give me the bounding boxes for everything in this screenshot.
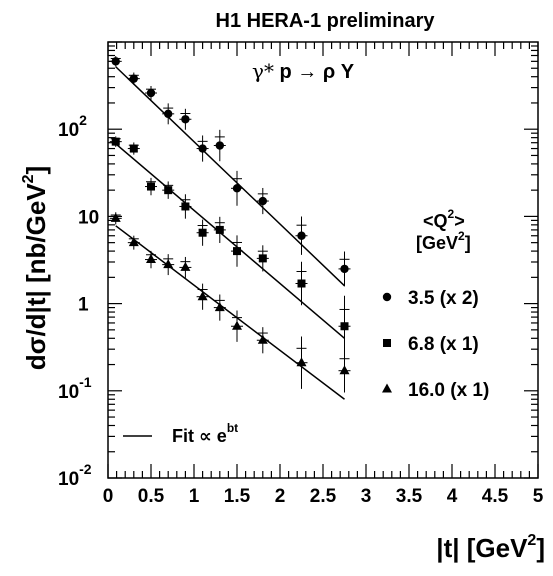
x-tick-label: 5	[533, 486, 544, 507]
data-point-triangle	[128, 237, 139, 247]
legend-marker-circle	[382, 292, 392, 302]
legend-header-units: [GeV2]	[416, 229, 471, 253]
data-point-triangle	[110, 212, 121, 222]
data-point-circle	[258, 196, 267, 206]
legend-header-q2: <Q2>	[423, 207, 465, 231]
y-tick-label: 10-2	[58, 461, 92, 490]
y-axis-label: dσ/d|t| [nb/GeV2]	[20, 166, 51, 370]
x-tick-label: 0.5	[138, 486, 165, 507]
x-tick-label: 4	[447, 486, 458, 507]
x-tick-label: 1	[189, 486, 200, 507]
legend-entry-label: 3.5 (x 2)	[408, 288, 479, 309]
data-point-square	[164, 186, 173, 195]
data-point-square	[215, 225, 224, 234]
x-axis-label-sup: 2	[527, 532, 536, 549]
legend-items: 3.5 (x 2) 6.8 (x 1) 16.0 (x 1)	[382, 288, 489, 401]
legend-header-q2-main: <Q	[423, 211, 448, 231]
data-point-square	[181, 202, 190, 211]
legend-entry-label: 16.0 (x 1)	[408, 380, 489, 401]
y-tick-label: 10	[78, 207, 99, 228]
data-point-square	[129, 144, 138, 153]
x-tick-label: 1.5	[224, 486, 251, 507]
data-point-circle	[340, 264, 349, 274]
y-tick-label-base: 10	[78, 207, 99, 228]
data-point-triangle	[232, 320, 242, 330]
data-point-circle	[146, 88, 156, 98]
data-point-circle	[297, 231, 306, 240]
data-point-triangle	[197, 291, 208, 301]
data-point-circle	[198, 144, 207, 153]
x-axis: 0 0.5 1 1.5 2 2.5 3 3.5 4 4.5 5	[103, 42, 544, 507]
y-tick-label-exp: -2	[79, 461, 92, 477]
legend-entry-label: 6.8 (x 1)	[408, 334, 479, 355]
data-point-circle	[129, 74, 138, 83]
y-tick-label: 10-1	[58, 374, 92, 403]
y-axis-label-sup: 2	[20, 174, 37, 183]
legend: <Q2> [GeV2] 3.5 (x 2)6.8 (x 1)16.0 (x 1)…	[123, 207, 489, 446]
x-tick-label: 0	[103, 486, 114, 507]
legend-fit-label-main: Fit ∝ e	[172, 426, 227, 446]
x-tick-label: 3	[361, 486, 372, 507]
x-axis-label: |t| [GeV2]	[436, 532, 545, 563]
data-point-circle	[215, 141, 224, 150]
y-tick-label-base: 10	[58, 120, 79, 141]
legend-marker-square	[383, 339, 391, 347]
legend-fit-label-sup: bt	[227, 421, 238, 435]
data-point-circle	[111, 57, 120, 66]
y-tick-label: 102	[58, 112, 87, 141]
y-axis-label-end: ]	[21, 166, 51, 175]
data-point-triangle	[339, 365, 350, 375]
data-point-square	[258, 254, 267, 263]
data-point-circle	[232, 184, 242, 193]
chart-title: H1 HERA-1 preliminary	[216, 10, 436, 32]
data-point-square	[297, 279, 306, 288]
legend-fit-label: Fit ∝ ebt	[172, 421, 238, 446]
fit-line	[115, 225, 345, 400]
x-axis-label-end: ]	[536, 533, 545, 563]
data-point-square	[340, 322, 349, 331]
legend-header-q2-sup: 2	[448, 207, 455, 221]
data-point-circle	[164, 109, 173, 119]
x-tick-label: 4.5	[482, 486, 509, 507]
data-point-square	[198, 228, 207, 237]
data-point-triangle	[146, 254, 156, 264]
process-rest: p → ρ Y	[274, 61, 355, 83]
x-tick-label: 2.5	[310, 486, 337, 507]
data-points	[109, 56, 351, 393]
data-point-triangle	[296, 357, 307, 367]
legend-header-q2-end: >	[454, 211, 465, 231]
fit-line	[115, 143, 345, 339]
fit-line	[115, 66, 346, 287]
x-axis-label-main: |t| [GeV	[436, 533, 528, 563]
y-tick-label-exp: -1	[79, 374, 92, 390]
y-tick-label-exp: 2	[79, 112, 87, 128]
data-point-triangle	[163, 259, 174, 269]
data-point-triangle	[180, 261, 191, 271]
x-tick-label: 3.5	[396, 486, 423, 507]
y-tick-label-base: 1	[78, 295, 89, 316]
y-tick-label-base: 10	[58, 469, 79, 490]
data-point-triangle	[214, 302, 225, 312]
data-point-square	[111, 137, 120, 146]
legend-header-units-main: [GeV	[416, 233, 458, 253]
process-label: γ* p → ρ Y	[252, 59, 355, 83]
legend-header-units-end: ]	[465, 233, 471, 253]
x-tick-label: 2	[275, 486, 286, 507]
y-axis-label-main: dσ/d|t| [nb/GeV	[21, 183, 51, 371]
legend-marker-triangle	[382, 383, 392, 393]
process-gamma: γ*	[252, 59, 274, 83]
data-point-triangle	[257, 334, 268, 344]
legend-header-units-sup: 2	[458, 229, 465, 243]
plot-frame	[107, 41, 539, 479]
fit-lines	[115, 66, 346, 400]
data-point-square	[233, 247, 241, 256]
data-point-circle	[181, 115, 190, 124]
y-tick-label-base: 10	[58, 382, 79, 403]
y-tick-label: 1	[78, 295, 89, 316]
data-point-square	[147, 182, 155, 191]
